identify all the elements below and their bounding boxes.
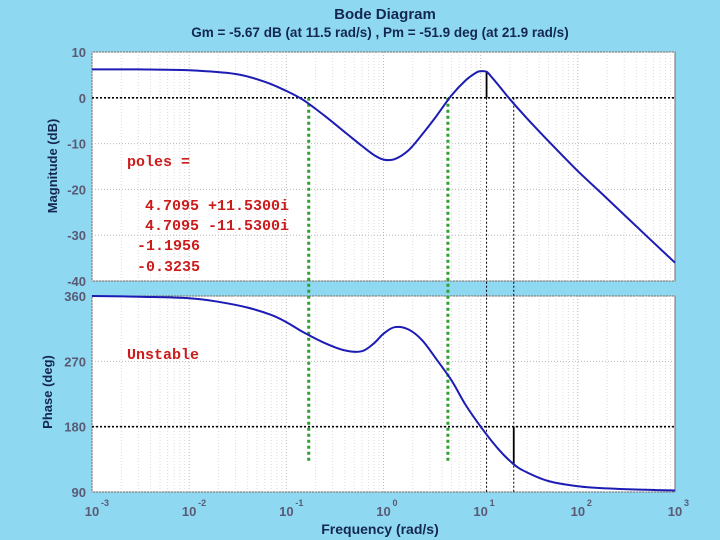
x-tick-exponent: -1 [295, 498, 303, 508]
x-tick-exponent: 2 [587, 498, 592, 508]
magnitude-tick-label: -40 [67, 274, 86, 289]
chart-title: Bode Diagram [334, 6, 436, 23]
grid-lines [91, 51, 675, 493]
phase-tick-label: 360 [64, 289, 86, 304]
x-tick-label: 10 [85, 504, 99, 519]
x-tick-exponent: 0 [393, 498, 398, 508]
pole-4: -0.3235 [137, 259, 200, 276]
magnitude-curve [91, 68, 676, 264]
chart-subtitle: Gm = -5.67 dB (at 11.5 rad/s) , Pm = -51… [191, 25, 568, 40]
pole-2: 4.7095 -11.5300i [145, 218, 289, 235]
stability-label: Unstable [127, 347, 199, 364]
pole-1: 4.7095 +11.5300i [145, 198, 289, 215]
tick-labels: 100-10-20-30-403602701809010-310-210-110… [64, 45, 689, 519]
x-tick-label: 10 [473, 504, 487, 519]
magnitude-tick-label: -30 [67, 228, 86, 243]
magnitude-tick-label: 10 [72, 45, 86, 60]
phase-plot-area [91, 295, 676, 493]
x-tick-label: 10 [571, 504, 585, 519]
x-tick-exponent: 1 [490, 498, 495, 508]
x-tick-label: 10 [279, 504, 293, 519]
x-tick-exponent: -3 [101, 498, 109, 508]
x-tick-label: 10 [182, 504, 196, 519]
response-curves [91, 68, 676, 492]
reference-lines [92, 71, 675, 492]
x-tick-label: 10 [668, 504, 682, 519]
x-axis-label: Frequency (rad/s) [321, 521, 438, 537]
phase-tick-label: 270 [64, 354, 86, 369]
phase-curve [91, 295, 676, 492]
phase-axis-label: Phase (deg) [40, 355, 55, 429]
x-tick-label: 10 [376, 504, 390, 519]
magnitude-tick-label: 0 [79, 91, 86, 106]
magnitude-tick-label: -10 [67, 137, 86, 152]
x-tick-exponent: 3 [684, 498, 689, 508]
phase-tick-label: 90 [72, 485, 86, 500]
magnitude-tick-label: -20 [67, 182, 86, 197]
magnitude-axis-label: Magnitude (dB) [45, 119, 60, 214]
phase-tick-label: 180 [64, 420, 86, 435]
x-tick-exponent: -2 [198, 498, 206, 508]
poles-label: poles = [127, 154, 190, 171]
pole-3: -1.1956 [137, 238, 200, 255]
